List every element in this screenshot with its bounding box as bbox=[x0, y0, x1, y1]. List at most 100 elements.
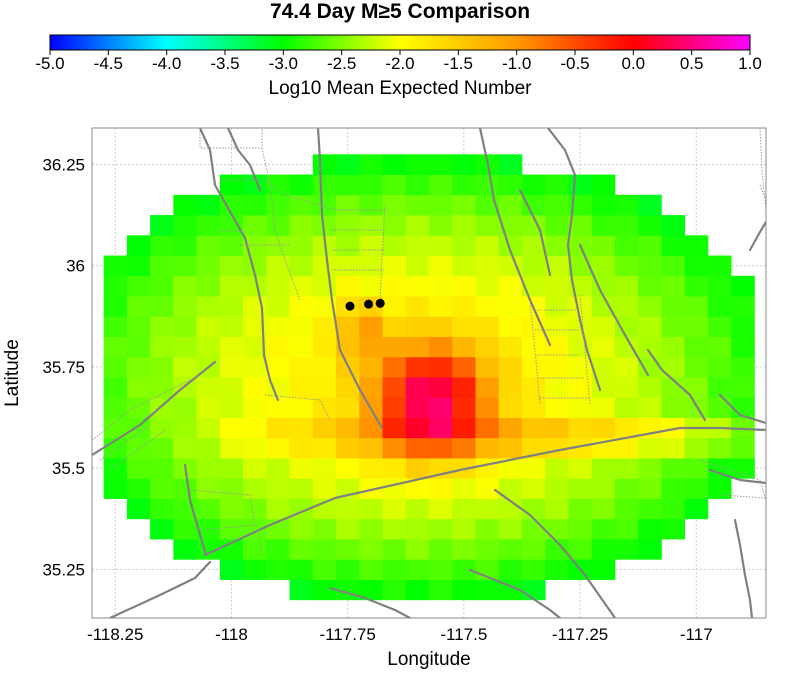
heatmap-cell bbox=[684, 498, 709, 520]
heatmap-cell bbox=[405, 579, 430, 601]
heatmap-cell bbox=[173, 518, 197, 540]
heatmap-cell bbox=[498, 518, 523, 540]
heatmap-cell bbox=[498, 316, 523, 337]
heatmap-cell bbox=[452, 194, 476, 216]
heatmap-cell bbox=[219, 235, 244, 256]
heatmap-cell bbox=[452, 336, 476, 358]
heatmap-cell bbox=[405, 539, 430, 560]
heatmap-cell bbox=[382, 539, 407, 560]
heatmap-cell bbox=[545, 518, 569, 540]
colorbar-tick-label: -4.0 bbox=[152, 54, 181, 73]
heatmap-cell bbox=[103, 377, 128, 398]
heatmap-cell bbox=[591, 417, 616, 439]
heatmap-cell bbox=[707, 478, 732, 499]
earthquake-events bbox=[345, 298, 385, 311]
chart-title: 74.4 Day M≥5 Comparison bbox=[269, 0, 531, 23]
heatmap-cell bbox=[475, 417, 500, 439]
heatmap-cell bbox=[568, 437, 593, 459]
heatmap-cell bbox=[243, 437, 267, 459]
heatmap-cell bbox=[498, 235, 523, 256]
earthquake-marker bbox=[375, 298, 385, 308]
heatmap-cell bbox=[521, 417, 546, 439]
heatmap-cell bbox=[614, 498, 639, 520]
heatmap-cell bbox=[336, 498, 360, 520]
heatmap-cell bbox=[591, 174, 616, 196]
heatmap-cell bbox=[382, 579, 407, 601]
heatmap-cell bbox=[429, 255, 453, 277]
heatmap-cell bbox=[638, 194, 662, 216]
heatmap-cell bbox=[289, 235, 314, 256]
heatmap-cell bbox=[614, 478, 639, 499]
heatmap-cell bbox=[196, 235, 221, 256]
heatmap-cell bbox=[498, 397, 523, 418]
heatmap-cell bbox=[521, 478, 546, 499]
heatmap-cell bbox=[266, 255, 290, 277]
heatmap-cell bbox=[591, 518, 616, 540]
heatmap-cell bbox=[382, 316, 407, 337]
heatmap-cell bbox=[591, 194, 616, 216]
heatmap-cell bbox=[219, 559, 244, 580]
heatmap-cell bbox=[103, 296, 128, 317]
heatmap-cell bbox=[475, 478, 500, 499]
heatmap-cell bbox=[289, 356, 314, 378]
heatmap-cell bbox=[219, 194, 244, 216]
heatmap-cell bbox=[173, 255, 197, 277]
heatmap-cell bbox=[289, 458, 314, 479]
heatmap-cell bbox=[475, 518, 500, 540]
heatmap-cell bbox=[196, 498, 221, 520]
x-tick-label: -117.5 bbox=[440, 625, 487, 644]
heatmap-cell bbox=[429, 154, 453, 175]
heatmap-cell bbox=[359, 559, 383, 580]
heatmap-cell bbox=[359, 255, 383, 277]
heatmap-cell bbox=[336, 458, 360, 479]
heatmap-cell bbox=[103, 316, 128, 337]
heatmap-cell bbox=[405, 518, 430, 540]
heatmap-cell bbox=[173, 437, 197, 459]
heatmap-cell bbox=[475, 215, 500, 236]
heatmap-cell bbox=[521, 235, 546, 256]
heatmap-cell bbox=[475, 296, 500, 317]
heatmap-cell bbox=[382, 194, 407, 216]
heatmap-cell bbox=[336, 275, 360, 297]
heatmap-cell bbox=[266, 316, 290, 337]
heatmap-cell bbox=[614, 215, 639, 236]
heatmap-cell bbox=[173, 215, 197, 236]
heatmap-cell bbox=[521, 194, 546, 216]
heatmap-cell bbox=[498, 559, 523, 580]
heatmap-cell bbox=[173, 539, 197, 560]
heatmap-cell bbox=[150, 478, 174, 499]
heatmap-cell bbox=[312, 377, 337, 398]
heatmap-cell bbox=[614, 255, 639, 277]
heatmap-cell bbox=[684, 356, 709, 378]
heatmap-cell bbox=[196, 458, 221, 479]
heatmap-cell bbox=[707, 437, 732, 459]
heatmap-cell bbox=[219, 437, 244, 459]
heatmap-cell bbox=[638, 518, 662, 540]
heatmap-cell bbox=[405, 296, 430, 317]
heatmap-cell bbox=[452, 579, 476, 601]
heatmap-cell bbox=[614, 296, 639, 317]
heatmap-cell bbox=[475, 255, 500, 277]
heatmap-cell bbox=[568, 458, 593, 479]
heatmap-cell bbox=[707, 255, 732, 277]
heatmap-cell bbox=[684, 275, 709, 297]
heatmap-cell bbox=[359, 356, 383, 378]
heatmap-cell bbox=[359, 194, 383, 216]
heatmap-cell bbox=[266, 539, 290, 560]
heatmap-cell bbox=[429, 478, 453, 499]
county-boundaries bbox=[92, 128, 766, 556]
heatmap-cell bbox=[405, 275, 430, 297]
heatmap-cell bbox=[614, 356, 639, 378]
heatmap-cell bbox=[452, 215, 476, 236]
heatmap-cell bbox=[289, 174, 314, 196]
heatmap-cell bbox=[150, 356, 174, 378]
heatmap-cell bbox=[336, 539, 360, 560]
heatmap-cell bbox=[568, 397, 593, 418]
heatmap-cell bbox=[289, 478, 314, 499]
heatmap-cell bbox=[405, 498, 430, 520]
heatmap-cell bbox=[429, 215, 453, 236]
heatmap-cell bbox=[289, 275, 314, 297]
heatmap-cell bbox=[684, 316, 709, 337]
heatmap-cell bbox=[731, 417, 755, 439]
heatmap-cell bbox=[429, 579, 453, 601]
